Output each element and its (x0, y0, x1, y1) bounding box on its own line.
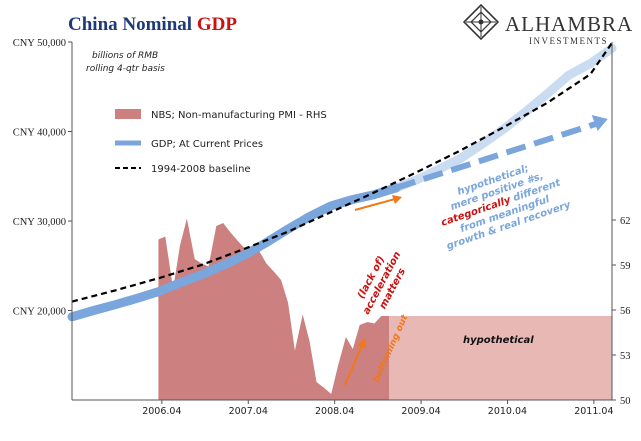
y-right-tick-label: 53 (620, 351, 631, 362)
y-right-tick-label: 59 (620, 261, 631, 272)
page-title: China Nominal GDP (68, 14, 237, 35)
legend: NBS; Non-manufacturing PMI - RHS GDP; At… (115, 109, 327, 175)
hypothetical-pmi-area (389, 316, 612, 400)
y-right-tick-label: 56 (620, 306, 631, 317)
y-left-tick-label: CNY 30,000 (13, 217, 66, 228)
orange-arrow-pmi (344, 338, 366, 386)
y-left-tick-label: CNY 20,000 (13, 307, 66, 318)
x-tick-label: 2010.04 (488, 406, 527, 417)
legend-swatch-pmi (115, 109, 141, 119)
logo-sub: INVESTMENTS (529, 36, 608, 46)
hypothetical-trend-arrowhead (591, 114, 608, 131)
x-tick-label: 2011.04 (574, 406, 613, 417)
x-tick-label: 2006.04 (142, 406, 181, 417)
pmi-area (158, 218, 390, 400)
acceleration-note: (lack of) acceleration matters (356, 250, 408, 317)
x-tick-label: 2009.04 (401, 406, 440, 417)
title-accent: GDP (197, 14, 238, 35)
gdp-lines-layer (67, 42, 617, 322)
logo-name: ALHAMBRA (505, 12, 633, 36)
legend-label-pmi: NBS; Non-manufacturing PMI - RHS (151, 110, 327, 121)
gdp-hypothetical-line (391, 43, 617, 193)
hypothetical-box-label: hypothetical (463, 335, 534, 346)
y-left-tick-label: CNY 40,000 (13, 128, 66, 139)
diamond-lattice-icon (462, 3, 500, 41)
x-tick-label: 2007.04 (229, 406, 268, 417)
hypothetical-trend-line (395, 121, 597, 191)
legend-label-gdp: GDP; At Current Prices (151, 139, 263, 150)
y-left-tick-label: CNY 50,000 (13, 38, 66, 49)
title-main: China Nominal (68, 14, 197, 35)
gdp-line (67, 183, 401, 322)
axes: CNY 20,000 CNY 30,000 CNY 40,000 CNY 50,000… (13, 38, 631, 417)
y-right-tick-label: 62 (620, 216, 631, 227)
y-right-tick-label: 50 (620, 396, 631, 407)
legend-label-baseline: 1994-2008 baseline (151, 164, 251, 175)
chart-subtitle-line-1: billions of RMB (92, 51, 158, 61)
chart-subtitle-line-2: rolling 4-qtr basis (86, 64, 165, 74)
x-tick-label: 2008.04 (315, 406, 354, 417)
orange-arrow-gdp (354, 195, 402, 211)
